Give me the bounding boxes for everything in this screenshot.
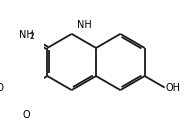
Text: HO: HO [0,83,4,93]
Text: OH: OH [165,83,180,92]
Text: NH: NH [77,20,92,30]
Text: 2: 2 [30,32,34,41]
Text: NH: NH [19,30,34,40]
Text: O: O [22,110,30,121]
